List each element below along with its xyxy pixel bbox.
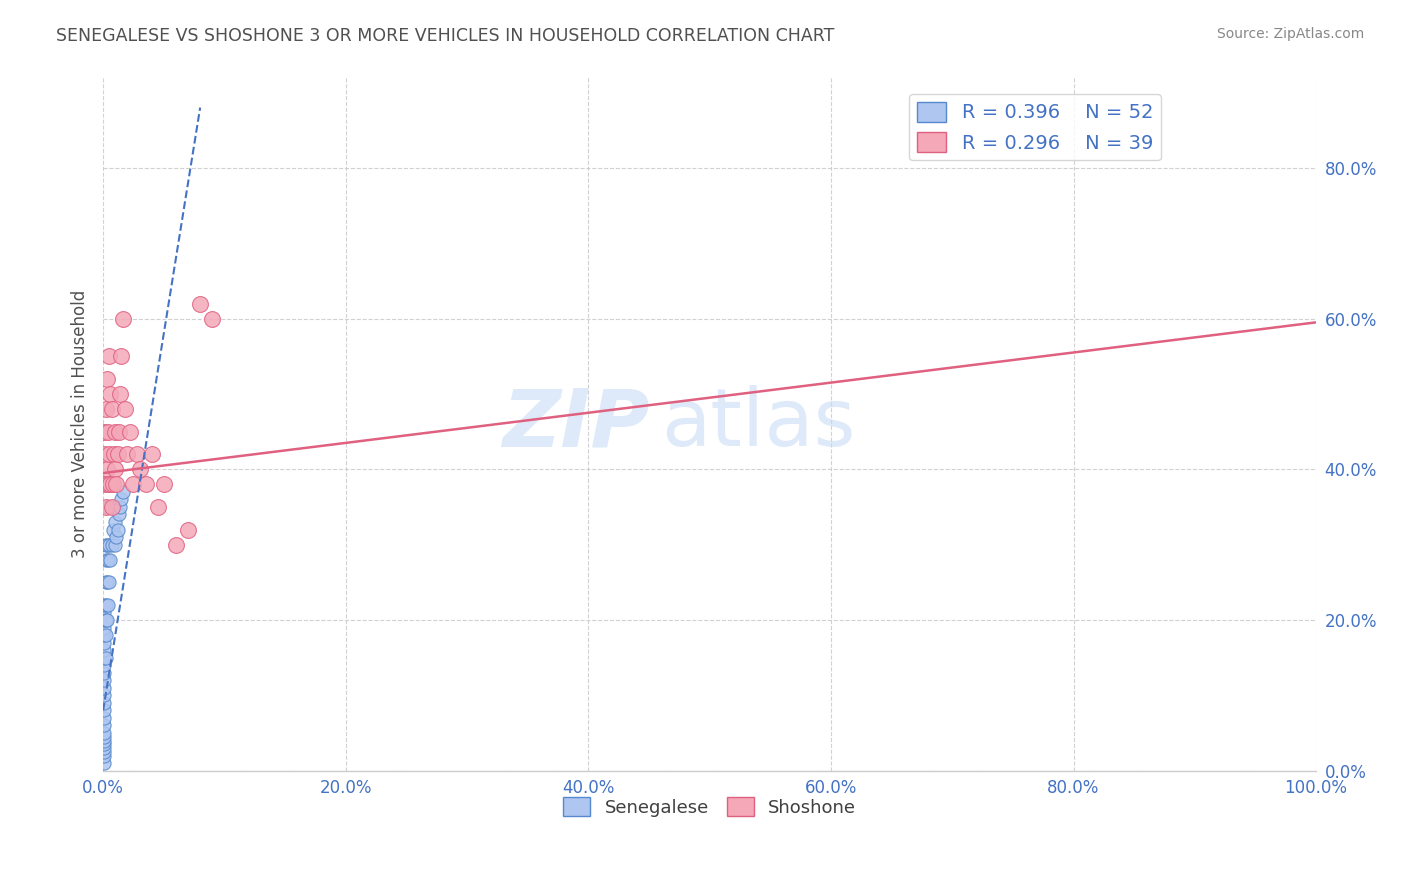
Point bbox=[108, 508, 131, 522]
Point bbox=[94, 613, 117, 627]
Point bbox=[103, 500, 125, 514]
Legend: Senegalese, Shoshone: Senegalese, Shoshone bbox=[555, 790, 863, 824]
Point bbox=[100, 477, 122, 491]
Point bbox=[93, 711, 115, 725]
Point bbox=[98, 575, 121, 590]
Point bbox=[165, 538, 187, 552]
Point bbox=[177, 523, 200, 537]
Point bbox=[97, 598, 120, 612]
Point bbox=[93, 620, 115, 634]
Point bbox=[104, 425, 127, 439]
Point bbox=[93, 606, 115, 620]
Point bbox=[201, 311, 224, 326]
Point bbox=[110, 492, 132, 507]
Point bbox=[93, 745, 115, 759]
Point bbox=[93, 756, 115, 771]
Point bbox=[188, 296, 211, 310]
Point bbox=[100, 387, 122, 401]
Point bbox=[105, 530, 128, 544]
Point bbox=[135, 477, 157, 491]
Point bbox=[93, 447, 115, 461]
Point bbox=[100, 500, 122, 514]
Point bbox=[93, 689, 115, 703]
Point bbox=[93, 613, 115, 627]
Point bbox=[127, 447, 149, 461]
Point bbox=[94, 650, 117, 665]
Point bbox=[97, 552, 120, 566]
Point bbox=[93, 673, 115, 688]
Point bbox=[98, 349, 121, 363]
Point bbox=[122, 477, 145, 491]
Point bbox=[94, 402, 117, 417]
Point bbox=[93, 650, 115, 665]
Point bbox=[93, 696, 115, 710]
Point bbox=[93, 726, 115, 740]
Point bbox=[117, 447, 139, 461]
Point bbox=[94, 500, 117, 514]
Point bbox=[93, 733, 115, 747]
Point bbox=[97, 425, 120, 439]
Point bbox=[94, 538, 117, 552]
Point bbox=[103, 447, 125, 461]
Point bbox=[114, 402, 136, 417]
Point bbox=[93, 598, 115, 612]
Point bbox=[105, 477, 128, 491]
Point bbox=[97, 477, 120, 491]
Point bbox=[93, 425, 115, 439]
Point bbox=[146, 500, 169, 514]
Point bbox=[93, 718, 115, 732]
Point bbox=[93, 665, 115, 680]
Point bbox=[104, 515, 127, 529]
Point bbox=[98, 447, 121, 461]
Point bbox=[118, 425, 141, 439]
Point bbox=[100, 402, 122, 417]
Point bbox=[96, 500, 118, 514]
Text: ZIP: ZIP bbox=[502, 385, 650, 463]
Point bbox=[93, 477, 115, 491]
Point bbox=[93, 730, 115, 744]
Point bbox=[104, 538, 127, 552]
Point bbox=[152, 477, 174, 491]
Point bbox=[93, 658, 115, 673]
Point bbox=[110, 349, 132, 363]
Point bbox=[93, 741, 115, 756]
Point bbox=[93, 748, 115, 763]
Point bbox=[96, 613, 118, 627]
Point bbox=[100, 552, 122, 566]
Point bbox=[104, 462, 127, 476]
Text: Source: ZipAtlas.com: Source: ZipAtlas.com bbox=[1216, 27, 1364, 41]
Point bbox=[94, 628, 117, 642]
Point bbox=[93, 703, 115, 717]
Point bbox=[94, 575, 117, 590]
Point bbox=[93, 737, 115, 751]
Point bbox=[101, 523, 124, 537]
Point bbox=[96, 575, 118, 590]
Point bbox=[108, 387, 131, 401]
Point bbox=[98, 538, 121, 552]
Point bbox=[94, 552, 117, 566]
Point bbox=[108, 425, 131, 439]
Point bbox=[107, 523, 129, 537]
Point bbox=[96, 538, 118, 552]
Point bbox=[101, 477, 124, 491]
Text: atlas: atlas bbox=[661, 385, 855, 463]
Point bbox=[108, 500, 131, 514]
Point bbox=[111, 311, 134, 326]
Point bbox=[111, 484, 134, 499]
Text: SENEGALESE VS SHOSHONE 3 OR MORE VEHICLES IN HOUSEHOLD CORRELATION CHART: SENEGALESE VS SHOSHONE 3 OR MORE VEHICLE… bbox=[56, 27, 835, 45]
Point bbox=[93, 628, 115, 642]
Point bbox=[93, 681, 115, 695]
Point bbox=[93, 643, 115, 657]
Y-axis label: 3 or more Vehicles in Household: 3 or more Vehicles in Household bbox=[72, 290, 89, 558]
Point bbox=[96, 372, 118, 386]
Point bbox=[128, 462, 150, 476]
Point bbox=[96, 462, 118, 476]
Point bbox=[107, 447, 129, 461]
Point bbox=[100, 538, 122, 552]
Point bbox=[93, 635, 115, 649]
Point bbox=[94, 598, 117, 612]
Point bbox=[141, 447, 163, 461]
